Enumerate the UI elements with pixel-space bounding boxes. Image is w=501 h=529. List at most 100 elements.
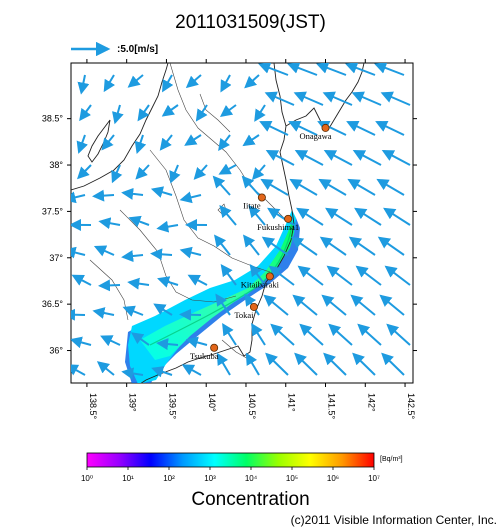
wind-vector [71,191,86,204]
wind-vector [345,63,376,76]
coastline-japan [140,63,295,383]
site-markers: Onagawa Iitate Fukushima1 Kitaibaraki Tokai T… [190,123,332,361]
axis-ticks: 138.5° 139° 139.5° 140° 140.5° 141° 141.5° 142°… [42,59,417,420]
wind-vector [131,332,150,346]
wind-vector [265,149,295,166]
wind-vector [263,294,289,316]
wind-vector [381,352,405,376]
wind-vector [264,91,295,106]
wind-vector [316,63,347,76]
colorbar-title: Concentration [191,489,310,510]
wind-vector [161,104,179,117]
wind-vector [134,134,147,154]
lat-tick-label: 38.5° [42,114,64,124]
wind-vector [292,294,318,316]
colorbar-tick-label: 10³ [204,474,216,483]
wind-vector [294,149,324,166]
site-marker [321,123,330,132]
wind-vector [111,164,123,184]
wind-vector [179,191,202,204]
wind-vector [222,323,237,346]
wind-vector [251,164,266,181]
wind-vector [323,149,353,166]
site-label: Tsukuba [190,351,219,361]
colorbar-tick-label: 10² [163,474,175,483]
wind-vector [71,246,86,259]
site-label: Fukushima1 [257,222,299,232]
wind-vector [296,207,324,226]
wind-vector [220,263,237,286]
wind-vector [213,234,231,256]
site-label: Iitate [243,200,261,210]
wind-vector [245,352,260,376]
site-marker [284,214,293,223]
coastline-west [71,63,169,191]
lon-tick-label: 141° [287,393,297,412]
wind-vector [77,74,90,95]
wind-vector [79,104,92,122]
wind-vector [299,323,324,346]
wind-vector [386,323,411,346]
lat-tick-label: 37.5° [42,206,64,216]
wind-vector [98,279,121,292]
wind-vector [381,149,411,166]
wind-vector [216,352,231,376]
colorbar-tick-label: 10¹ [122,474,134,483]
lon-tick-label: 140.5° [247,393,257,420]
wind-vector [181,364,202,376]
site-marker [257,193,266,202]
wind-vector [319,236,347,256]
wind-vector [326,265,353,286]
wind-vector [218,134,231,152]
wind-vector [248,205,266,226]
wind-vector [258,63,289,76]
wind-vector [122,305,144,317]
lon-tick-label: 142.5° [406,393,416,420]
wind-vector [348,236,376,256]
wind-vector [156,220,179,233]
wind-vector [374,63,405,76]
wind-vector [347,178,376,196]
wind-vector [127,277,150,290]
wind-vector [261,236,289,256]
wind-vector [193,164,208,180]
lat-tick-label: 36.5° [42,299,64,309]
lon-tick-label: 140° [207,393,217,412]
colorbar-tick-label: 10⁶ [327,474,339,483]
colorbar-tick-label: 10⁵ [286,474,298,483]
wind-vector [270,323,295,346]
wind-vector [162,74,174,93]
lon-tick-label: 139.5° [167,393,177,420]
lat-tick-label: 38° [49,160,63,170]
colorbar-tick-label: 10⁴ [245,474,258,483]
wind-vector [346,120,376,136]
wind-vector [321,294,347,316]
wind-vector [159,134,173,151]
colorbar-unit: [Bq/m³] [380,456,403,463]
wind-vector [169,164,181,184]
wind-vector [179,246,202,259]
wind-vector [92,189,115,202]
wind-vector [351,91,382,106]
coastline-miyagi [285,63,365,131]
wind-vector [135,164,150,180]
wind-vector [318,178,347,196]
wind-vector [184,134,202,146]
wind-vector [242,234,260,256]
wind-vector [352,149,382,166]
wind-vector [376,178,405,196]
wind-vector [76,134,88,154]
wind-vector [150,248,173,261]
wind-vector [112,104,124,125]
wind-vector [93,245,115,257]
lon-tick-label: 138.5° [88,393,98,420]
wind-vector [254,104,266,122]
wind-vector [156,338,179,351]
plume-core [140,220,294,360]
wind-vector [151,366,173,378]
colorbar: 10⁰ 10¹ 10² 10³ 10⁴ 10⁵ 10⁶ 10⁷ [81,452,380,483]
wind-vector [293,91,324,106]
wind-vector [375,120,405,136]
wind-vector [71,274,92,286]
